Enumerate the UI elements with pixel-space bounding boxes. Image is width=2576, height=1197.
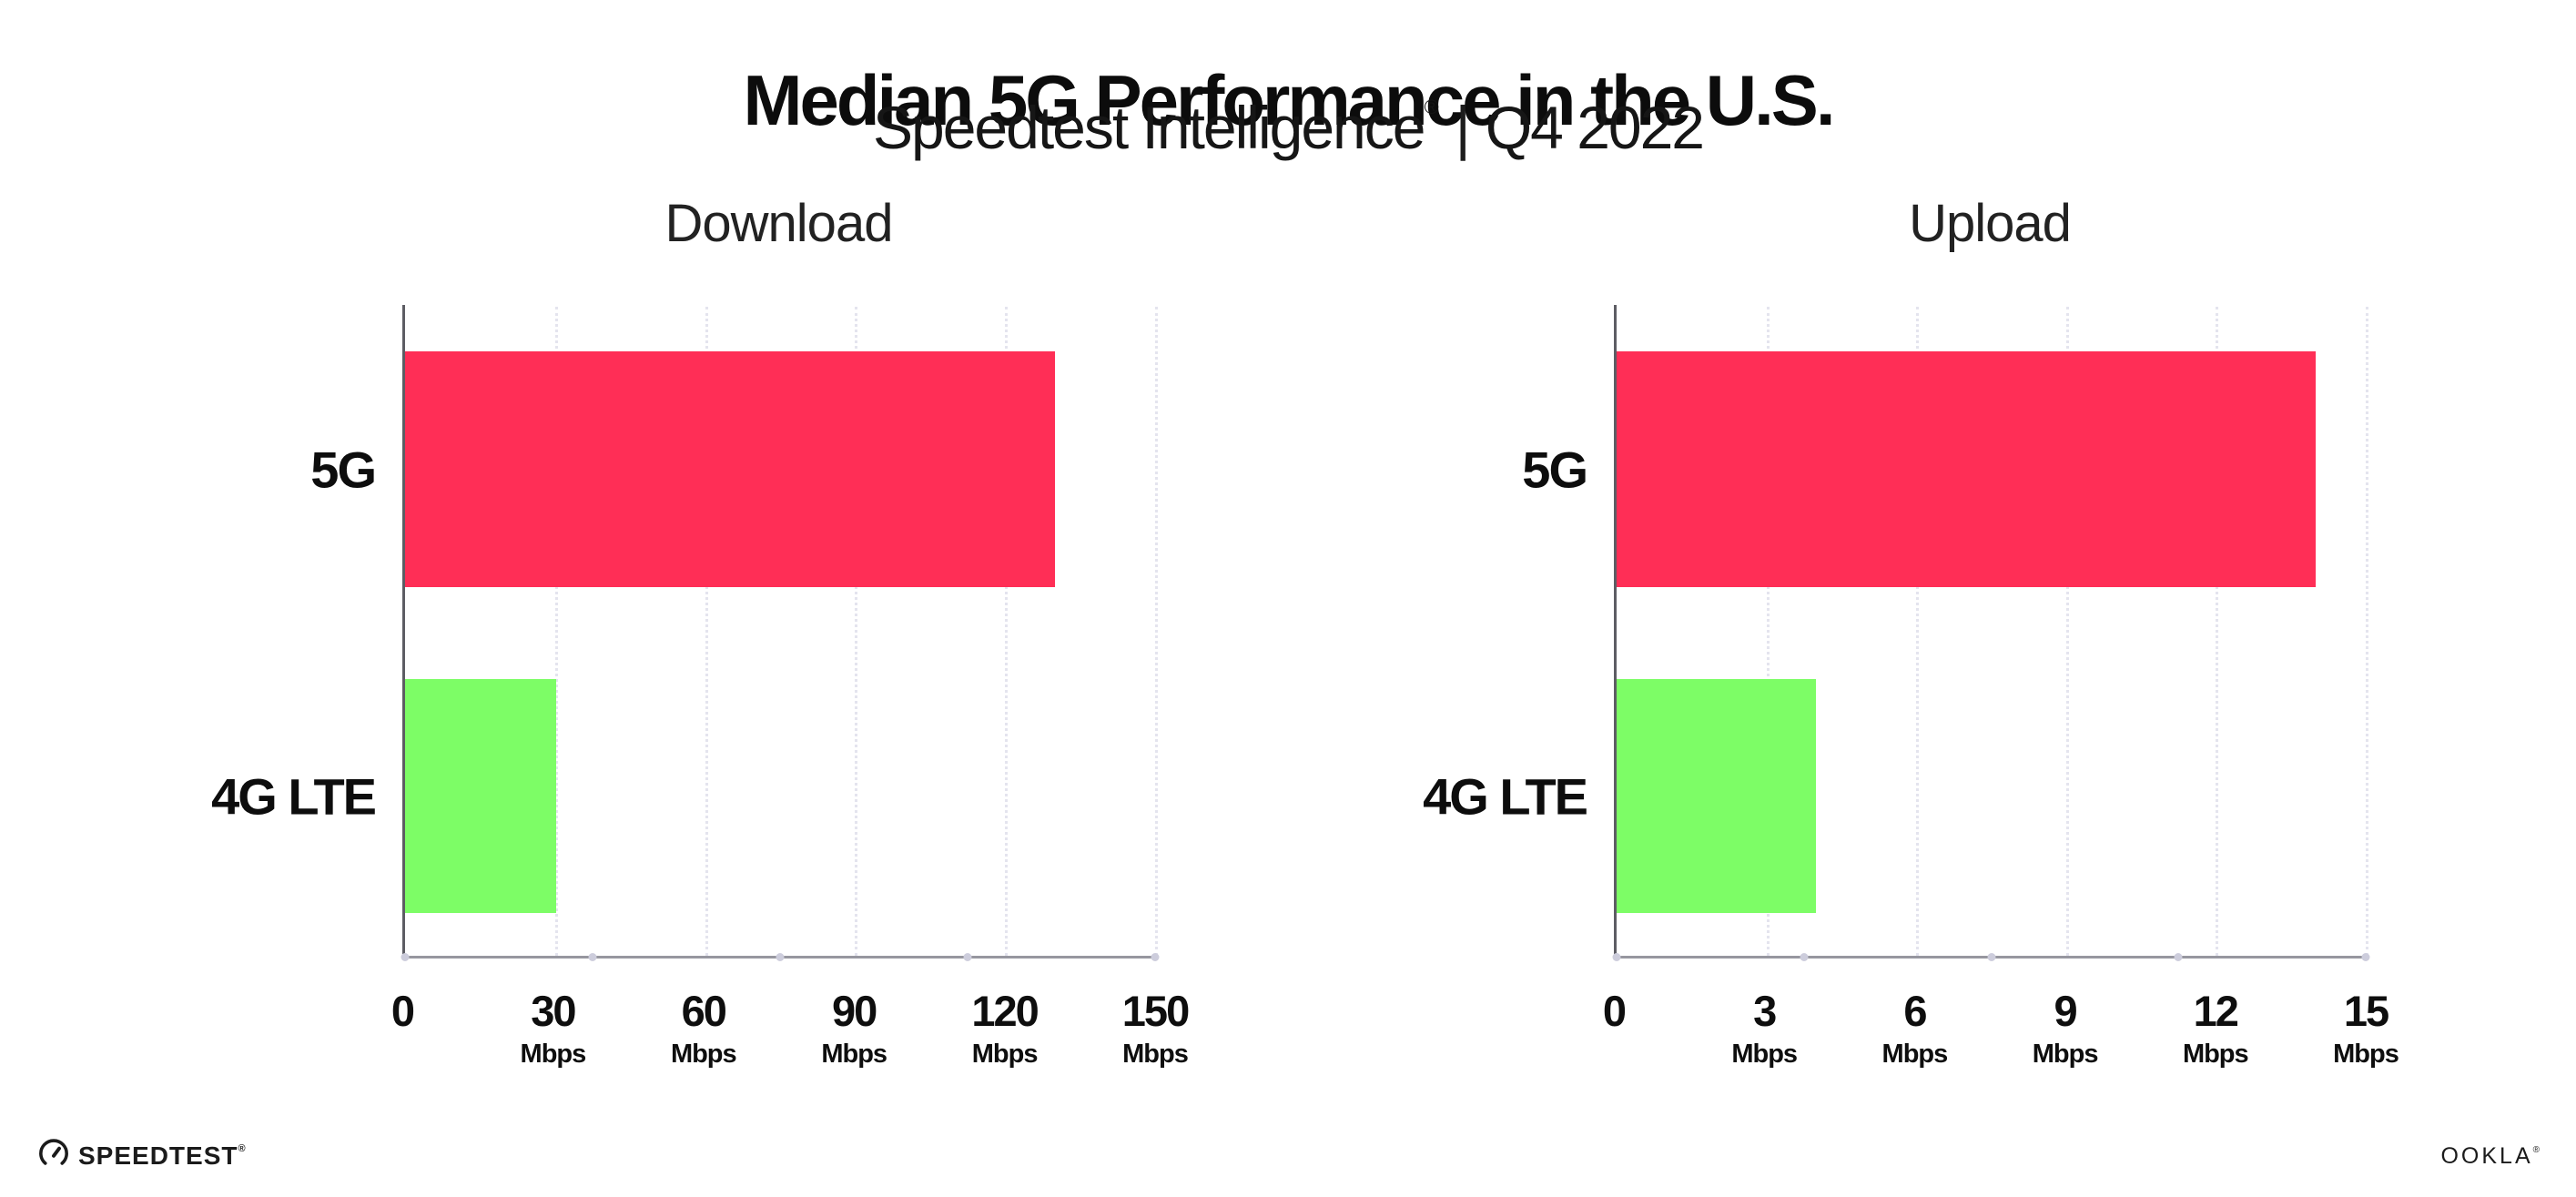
registered-mark: ® [2532, 1145, 2540, 1155]
tick-value: 15 [2343, 987, 2389, 1035]
ookla-logo-text: OOKLA® [2440, 1143, 2540, 1169]
subtitle-product: Speedtest Intelligence [872, 94, 1425, 161]
gridline [855, 307, 858, 956]
axis-dot [963, 953, 972, 961]
axis-dot [1151, 953, 1160, 961]
tick: 3 Mbps [1731, 987, 1798, 1069]
tick-unit: Mbps [2182, 1040, 2249, 1069]
axis-dot [401, 953, 410, 961]
tick: 9 Mbps [2032, 987, 2099, 1069]
axis-dot [1800, 953, 1809, 961]
tick-value: 30 [531, 987, 576, 1035]
download-chart-title: Download [664, 194, 894, 253]
axis-dot [588, 953, 597, 961]
axis-dot [1987, 953, 1995, 961]
tick-unit: Mbps [1881, 1040, 1949, 1069]
tick: 0 [1602, 987, 1627, 1041]
registered-mark: ® [1424, 96, 1439, 118]
category-label-4g-lte: 4G LTE [1423, 767, 1588, 826]
bar-4g-lte-download [405, 679, 557, 913]
subtitle-separator: | [1455, 94, 1471, 161]
tick: 30 Mbps [520, 987, 587, 1069]
tick-unit: Mbps [2333, 1040, 2399, 1069]
tick-value: 120 [971, 987, 1039, 1035]
gridline [1155, 307, 1158, 956]
upload-chart: Upload 5G 4G LTE 0 3 Mbps [1423, 198, 2399, 1068]
tick-unit: Mbps [2032, 1040, 2099, 1069]
download-x-axis-ticks: 0 30 Mbps 60 Mbps 90 Mbps 120 Mbps 150 M… [391, 959, 1190, 1069]
tick-unit: Mbps [1122, 1040, 1189, 1069]
gridline [2065, 307, 2069, 956]
axis-dot [2361, 953, 2370, 961]
registered-mark: ® [238, 1142, 246, 1154]
bar-4g-lte-upload [1617, 679, 1817, 913]
tick: 15 Mbps [2333, 989, 2399, 1068]
tick: 0 [390, 987, 415, 1041]
gridline [2366, 307, 2368, 956]
page-title: Median 5G Performance in the U.S. [743, 60, 1836, 141]
tick-value: 150 [1121, 987, 1190, 1035]
tick-value: 6 [1903, 987, 1927, 1035]
tick: 60 Mbps [670, 987, 737, 1069]
upload-chart-title: Upload [1909, 194, 2072, 253]
upload-x-axis-ticks: 0 3 Mbps 6 Mbps 9 Mbps 12 Mbps 15 Mbps [1603, 959, 2399, 1069]
tick-value: 0 [390, 987, 415, 1035]
tick: 12 Mbps [2182, 987, 2249, 1069]
download-chart: Download 5G 4G LTE 0 30 Mbps [211, 198, 1190, 1068]
gridline [2216, 307, 2219, 956]
bar-5g-upload [1617, 351, 2317, 587]
tick-unit: Mbps [1731, 1040, 1798, 1069]
tick: 90 Mbps [821, 989, 887, 1068]
gridline [705, 307, 708, 956]
axis-dot [2174, 953, 2183, 961]
category-label-5g: 5G [310, 441, 377, 499]
gridline [554, 307, 558, 956]
tick-value: 0 [1602, 987, 1627, 1035]
download-plot-area [401, 305, 1160, 961]
gridline [1766, 307, 1770, 956]
tick-value: 60 [681, 987, 727, 1035]
subtitle-period: Q4 2022 [1485, 94, 1705, 161]
tick-unit: Mbps [971, 1040, 1039, 1069]
tick-value: 3 [1753, 987, 1777, 1035]
upload-plot-area [1612, 305, 2370, 961]
gridline [1916, 307, 1920, 956]
page-subtitle: Speedtest Intelligence® | Q4 2022 [0, 95, 2576, 161]
tick-value: 90 [832, 987, 877, 1035]
speedtest-gauge-icon [38, 1138, 69, 1173]
tick-value: 12 [2193, 987, 2239, 1035]
tick-value: 9 [2054, 987, 2078, 1035]
tick: 120 Mbps [971, 987, 1039, 1069]
speedtest-logo: SPEEDTEST® [38, 1138, 246, 1173]
category-label-5g: 5G [1522, 441, 1588, 499]
speedtest-logo-text: SPEEDTEST® [78, 1141, 246, 1170]
tick: 6 Mbps [1881, 987, 1949, 1069]
axis-dot [1612, 953, 1621, 961]
tick-unit: Mbps [520, 1040, 587, 1069]
tick-unit: Mbps [670, 1040, 737, 1069]
gridline [1005, 307, 1009, 956]
tick-unit: Mbps [821, 1040, 887, 1069]
category-label-4g-lte: 4G LTE [211, 767, 377, 826]
ookla-logo: OOKLA® [2440, 1143, 2540, 1170]
tick: 150 Mbps [1121, 987, 1190, 1069]
bar-5g-download [405, 351, 1056, 587]
axis-dot [776, 953, 785, 961]
